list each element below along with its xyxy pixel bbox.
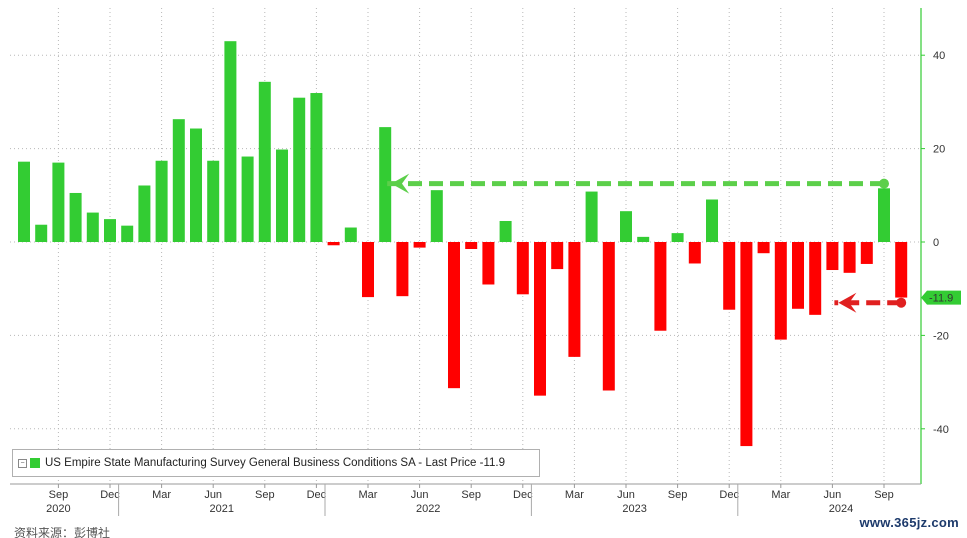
bar (671, 233, 684, 242)
y-tick-label: 0 (933, 237, 939, 249)
x-year-label: 2024 (829, 503, 853, 515)
x-year-label: 2021 (210, 503, 234, 515)
bar (258, 81, 271, 242)
axes: 40 20 0 -20 -40 -11.9 Sep Dec Mar Jun Sep Dec Mar Jun… (10, 8, 961, 516)
bar (774, 242, 787, 340)
source-note: 资料来源：彭博社 (14, 527, 111, 538)
x-year-label: 2023 (622, 503, 646, 515)
bar (482, 242, 495, 285)
x-tick-label: Dec (513, 489, 533, 501)
bar (723, 242, 736, 310)
bar (396, 242, 409, 297)
x-tick-label: Mar (152, 489, 171, 501)
bar (35, 224, 48, 242)
annotations (387, 173, 907, 313)
bar (448, 242, 460, 389)
bar (52, 162, 65, 242)
y-tick-label: 40 (933, 50, 945, 62)
bar (860, 242, 873, 264)
bar (293, 97, 306, 243)
bar (138, 185, 151, 242)
bar (465, 242, 478, 250)
bar (602, 242, 615, 391)
bar (878, 188, 890, 242)
bar (172, 119, 185, 242)
bar (362, 242, 374, 298)
x-tick-label: Sep (668, 489, 688, 501)
x-tick-label: Mar (565, 489, 584, 501)
bar (826, 242, 839, 271)
bar (190, 128, 202, 242)
bar (379, 127, 392, 242)
bar (18, 161, 30, 242)
annotation-arrow-dot (879, 178, 889, 189)
y-tick-label: -40 (933, 424, 949, 436)
x-tick-label: Mar (771, 489, 790, 501)
bar (620, 211, 632, 242)
annotation-arrow-head (391, 173, 410, 194)
bar (551, 242, 564, 270)
x-tick-label: Sep (255, 489, 275, 501)
bar (121, 225, 134, 242)
bars (18, 41, 908, 447)
bar (327, 242, 340, 246)
legend-label: US Empire State Manufacturing Survey Gen… (45, 457, 506, 469)
bar (310, 93, 323, 242)
legend-swatch (30, 458, 40, 468)
annotation-arrow-dot (896, 297, 907, 308)
bar (499, 220, 512, 242)
x-tick-label: Sep (874, 489, 894, 501)
x-tick-label: Dec (100, 489, 120, 501)
x-year-label: 2020 (46, 503, 70, 515)
gridlines (10, 8, 921, 484)
last-price-label: -11.9 (929, 293, 953, 305)
x-tick-label: Jun (824, 489, 842, 501)
x-year-label: 2022 (416, 503, 440, 515)
annotation-arrow-head (838, 292, 857, 313)
x-tick-label: Dec (719, 489, 739, 501)
x-tick-label: Jun (411, 489, 429, 501)
bar (207, 160, 220, 242)
bar (757, 242, 770, 254)
bar (241, 156, 254, 242)
bar (86, 212, 99, 242)
bar (809, 242, 822, 315)
bar (895, 242, 908, 298)
x-tick-label: Dec (307, 489, 327, 501)
legend-expand-icon[interactable]: − (18, 458, 27, 468)
bar (104, 219, 116, 242)
bar (534, 242, 546, 396)
x-tick-label: Jun (617, 489, 635, 501)
bar (344, 227, 357, 242)
bar (413, 242, 426, 248)
bar (69, 192, 82, 242)
bar (430, 190, 443, 242)
bar (740, 242, 753, 447)
y-tick-label: -20 (933, 330, 949, 342)
bar (585, 191, 598, 242)
bar (792, 242, 804, 309)
x-tick-label: Mar (359, 489, 378, 501)
bar (843, 242, 856, 273)
legend: − US Empire State Manufacturing Survey G… (12, 449, 540, 477)
bar (276, 149, 288, 242)
bar (155, 160, 168, 242)
x-tick-label: Sep (461, 489, 481, 501)
bar (654, 242, 667, 331)
bar (516, 242, 529, 295)
y-tick-label: 20 (933, 144, 945, 156)
bar (568, 242, 581, 357)
bar (637, 236, 650, 242)
bar (224, 41, 237, 242)
x-tick-label: Sep (49, 489, 69, 501)
watermark: www.365jz.com (859, 515, 959, 530)
bar (706, 199, 718, 242)
x-tick-label: Jun (204, 489, 222, 501)
last-price-tag (921, 290, 961, 305)
bar (688, 242, 701, 264)
